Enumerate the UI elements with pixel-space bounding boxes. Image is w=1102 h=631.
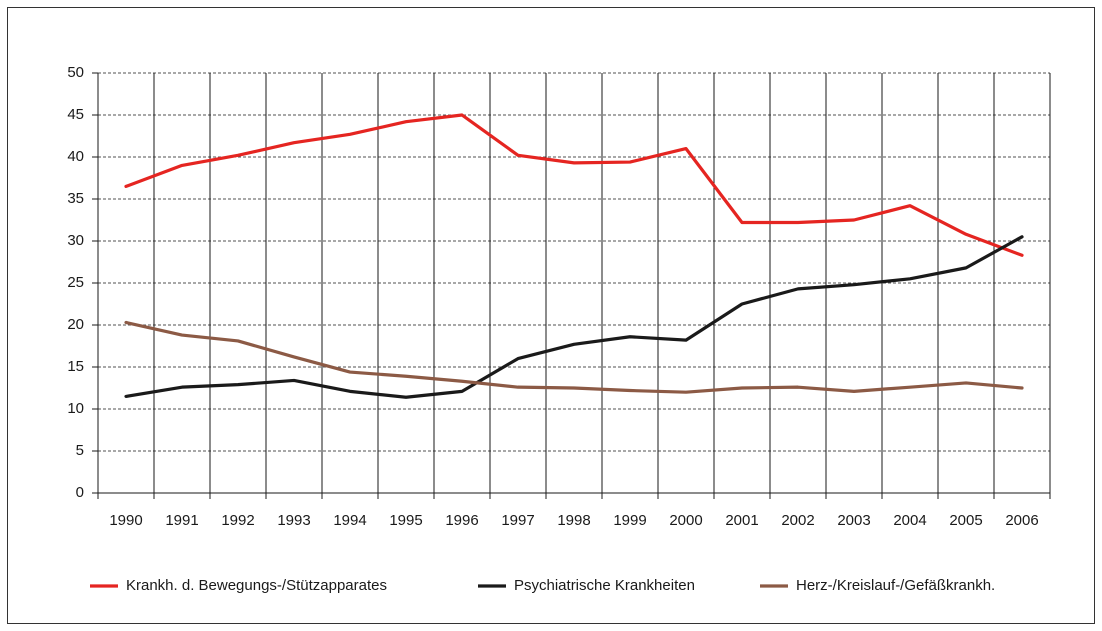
x-tick-label: 1995	[389, 512, 422, 529]
series-line	[124, 113, 1024, 257]
legend-label: Herz-/Kreislauf-/Gefäßkrankh.	[796, 577, 995, 594]
y-tick-label: 30	[67, 232, 84, 249]
x-tick-label: 2002	[781, 512, 814, 529]
x-tick-label: 1992	[221, 512, 254, 529]
y-tick-label: 25	[67, 274, 84, 291]
series-line	[124, 235, 1024, 399]
legend-label: Psychiatrische Krankheiten	[514, 577, 695, 594]
x-tick-label: 2001	[725, 512, 758, 529]
x-tick-label: 2004	[893, 512, 926, 529]
x-tick-label: 1998	[557, 512, 590, 529]
y-tick-label: 5	[76, 442, 84, 459]
x-tick-label: 1997	[501, 512, 534, 529]
frame	[7, 7, 1095, 624]
x-tick-label: 2003	[837, 512, 870, 529]
y-tick-label: 10	[67, 400, 84, 417]
x-tick-label: 1996	[445, 512, 478, 529]
y-tick-label: 45	[67, 106, 84, 123]
x-tick-label: 1990	[109, 512, 142, 529]
x-tick-label: 1994	[333, 512, 366, 529]
x-tick-label: 2006	[1005, 512, 1038, 529]
x-tick-label: 1991	[165, 512, 198, 529]
x-tick-label: 2005	[949, 512, 982, 529]
y-tick-label: 20	[67, 316, 84, 333]
y-tick-label: 35	[67, 190, 84, 207]
y-tick-label: 40	[67, 148, 84, 165]
legend-label: Krankh. d. Bewegungs-/Stützapparates	[126, 577, 387, 594]
y-tick-label: 15	[67, 358, 84, 375]
x-tick-label: 2000	[669, 512, 702, 529]
series-line	[124, 320, 1024, 394]
x-tick-label: 1999	[613, 512, 646, 529]
y-tick-label: 0	[76, 484, 84, 501]
y-tick-label: 50	[67, 64, 84, 81]
x-tick-label: 1993	[277, 512, 310, 529]
